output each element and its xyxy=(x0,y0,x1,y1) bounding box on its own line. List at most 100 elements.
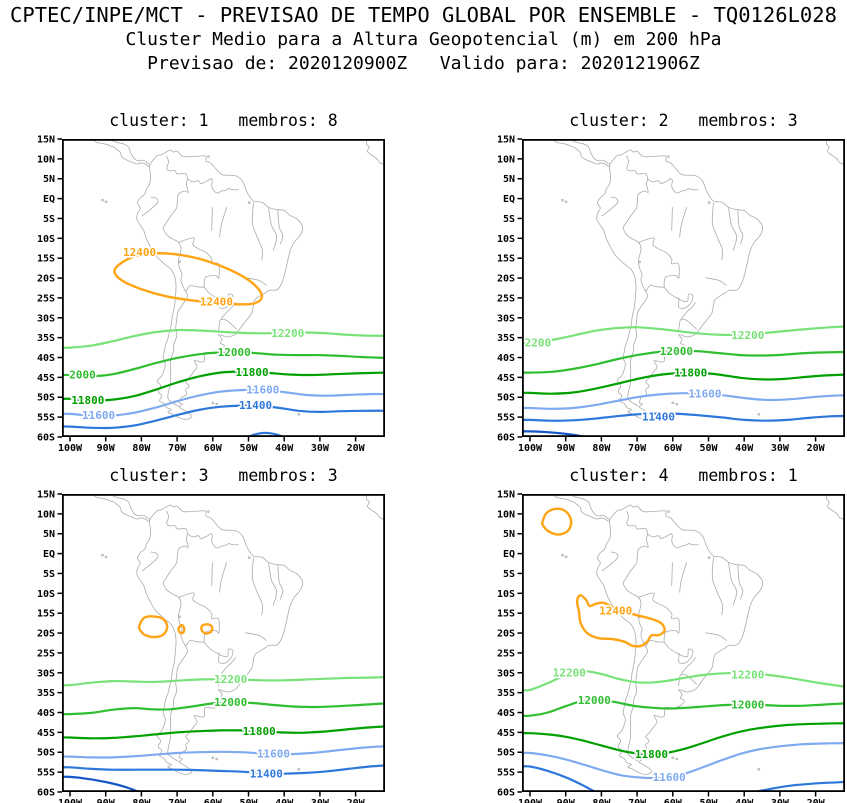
panel-plot-3: 12200 12000 11800 11600 11400 15N 10N 5N EQ 5S 10S… xyxy=(37,490,386,803)
lat-tick-label: 55S xyxy=(37,768,55,779)
lat-tick-label: 60S xyxy=(37,432,55,443)
panel-title-1: cluster: 1 membros: 8 xyxy=(109,111,338,130)
contour-12200 xyxy=(62,676,385,687)
lat-tick-label: 10N xyxy=(37,509,55,520)
contour-label: 12200 xyxy=(271,327,304,340)
contour-12400 xyxy=(177,623,186,635)
lat-tick-label: 5S xyxy=(43,214,55,225)
lat-tick-label: 60S xyxy=(497,787,515,798)
contour-11200 xyxy=(62,775,142,792)
lat-tick-label: 10S xyxy=(37,589,55,600)
contour-label: 2200 xyxy=(525,336,552,349)
lat-tick-label: 20S xyxy=(497,629,515,640)
lon-tick-label: 80W xyxy=(132,443,151,454)
lat-tick-label: 15N xyxy=(497,490,515,501)
lat-tick-label: 40S xyxy=(497,353,515,364)
contour-label: 11600 xyxy=(246,384,279,397)
contour-11800 xyxy=(62,725,385,740)
lat-tick-label: 50S xyxy=(497,393,515,404)
panel-cluster-2: cluster: 2 membros: 3 2200 12200 12000 1180… xyxy=(497,108,846,454)
lon-tick-label: 100W xyxy=(58,443,83,454)
lon-tick-label: 70W xyxy=(628,798,647,803)
contour-labels: 12200 12000 11800 11600 11400 xyxy=(213,671,292,781)
contour-12000 xyxy=(522,698,845,718)
lat-tick-label: 20S xyxy=(37,274,55,285)
panel-plot-4: 12400 12200 12200 12000 12000 11800 11600 15N 10… xyxy=(497,490,846,803)
contour-label: 12400 xyxy=(123,246,156,259)
lat-tick-label: 5N xyxy=(43,529,55,540)
lon-tick-label: 80W xyxy=(592,798,611,803)
contour-label: 12400 xyxy=(599,604,632,617)
lon-tick-label: 40W xyxy=(735,798,754,803)
lat-tick-label: 15N xyxy=(37,490,55,501)
lat-tick-label: 30S xyxy=(37,313,55,324)
contour-label: 11600 xyxy=(257,747,290,760)
lat-tick-label: 5N xyxy=(503,174,515,185)
lat-tick-label: 30S xyxy=(37,668,55,679)
contour-label: 12000 xyxy=(660,345,693,358)
contour-label: 12200 xyxy=(731,668,764,681)
lon-tick-label: 30W xyxy=(771,798,790,803)
lat-tick-label: 15N xyxy=(37,135,55,146)
axis-frame: 15N 10N 5N EQ 5S 10S 15S 20S 25S 30S 35S 40S 45S 50S 5… xyxy=(497,135,846,454)
contour-labels: 12400 12200 12200 12000 12000 11800 11600 xyxy=(551,603,766,786)
lat-tick-label: 15N xyxy=(497,135,515,146)
lat-tick-label: 5S xyxy=(43,569,55,580)
contour-11600 xyxy=(522,392,845,410)
lon-tick-label: 70W xyxy=(168,443,187,454)
main-title: CPTEC/INPE/MCT - PREVISAO DE TEMPO GLOBA… xyxy=(10,3,837,27)
lat-tick-label: 25S xyxy=(497,293,515,304)
lon-tick-label: 50W xyxy=(699,443,718,454)
lon-tick-label: 70W xyxy=(168,798,187,803)
contour-11400 xyxy=(62,404,385,430)
lon-tick-label: 60W xyxy=(204,443,223,454)
basemap xyxy=(551,494,845,775)
contour-12400 xyxy=(575,594,666,648)
lat-tick-label: 5S xyxy=(503,214,515,225)
contour-lines xyxy=(522,325,845,437)
lon-tick-label: 90W xyxy=(557,798,576,803)
lon-tick-label: 50W xyxy=(699,798,718,803)
contour-label: 11600 xyxy=(653,771,686,784)
lon-tick-label: 40W xyxy=(735,443,754,454)
lat-tick-label: 15S xyxy=(37,609,55,620)
axis-frame: 15N 10N 5N EQ 5S 10S 15S 20S 25S 30S 35S 40S 45S 50S 5… xyxy=(37,135,386,454)
axis-frame: 15N 10N 5N EQ 5S 10S 15S 20S 25S 30S 35S 40S 45S 50S 5… xyxy=(37,490,386,803)
contour-label: 12200 xyxy=(214,673,247,686)
contour-lines xyxy=(62,252,385,437)
panel-cluster-4: cluster: 4 membros: 1 12400 12200 12200 120… xyxy=(497,463,846,803)
lon-tick-label: 50W xyxy=(239,798,258,803)
contour-11400 xyxy=(522,765,845,792)
contour-lines xyxy=(522,507,845,792)
lat-tick-label: 15S xyxy=(37,254,55,265)
contour-12200 xyxy=(522,670,845,692)
lat-tick-label: EQ xyxy=(503,549,515,560)
lat-tick-label: 10S xyxy=(497,589,515,600)
lat-tick-label: 55S xyxy=(497,768,515,779)
contour-11400 xyxy=(62,764,385,775)
contour-11800 xyxy=(522,371,845,395)
lon-tick-label: 20W xyxy=(347,798,366,803)
lat-tick-label: 10S xyxy=(37,234,55,245)
contour-12200 xyxy=(62,328,385,349)
contour-11600 xyxy=(62,388,385,417)
contour-12400 xyxy=(137,615,169,639)
contour-11400 xyxy=(522,412,845,422)
basemap xyxy=(551,139,845,420)
lat-tick-label: 40S xyxy=(37,353,55,364)
lat-tick-label: 35S xyxy=(37,688,55,699)
contour-12400 xyxy=(113,252,264,306)
contour-11800 xyxy=(522,722,845,756)
panel-title-2: cluster: 2 membros: 3 xyxy=(569,111,798,130)
lat-tick-label: 45S xyxy=(497,728,515,739)
lat-tick-label: 45S xyxy=(37,373,55,384)
lat-tick-label: 25S xyxy=(497,648,515,659)
lon-tick-label: 100W xyxy=(58,798,83,803)
lat-tick-label: 25S xyxy=(37,293,55,304)
subtitle: Cluster Medio para a Altura Geopotencial… xyxy=(125,29,722,50)
basemap xyxy=(91,494,385,775)
lat-tick-label: EQ xyxy=(503,194,515,205)
lon-tick-label: 60W xyxy=(204,798,223,803)
lon-tick-label: 80W xyxy=(132,798,151,803)
